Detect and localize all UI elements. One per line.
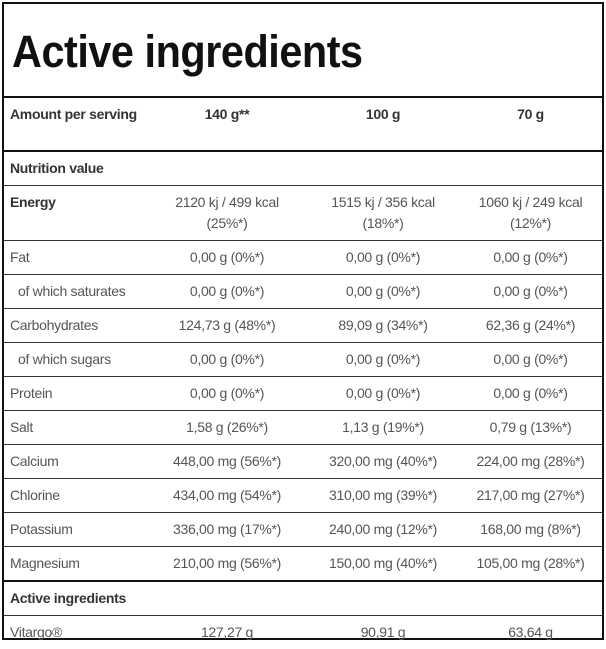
row-value: 0,00 g (0%*)	[147, 377, 307, 411]
header-label: Amount per serving	[4, 97, 147, 151]
row-value: 0,00 g (0%*)	[147, 241, 307, 275]
row-value: 0,00 g (0%*)	[147, 343, 307, 377]
row-label: of which sugars	[4, 343, 147, 377]
row-value: 240,00 mg (12%*)	[307, 513, 459, 547]
row-value: 168,00 mg (8%*)	[459, 513, 602, 547]
row-value: 0,00 g (0%*)	[459, 241, 602, 275]
row-value: 1515 kj / 356 kcal (18%*)	[307, 186, 459, 241]
header-col-1: 140 g**	[147, 97, 307, 151]
row-value: 1,58 g (26%*)	[147, 411, 307, 445]
row-value: 0,79 g (13%*)	[459, 411, 602, 445]
header-col-2: 100 g	[307, 97, 459, 151]
row-value: 0,00 g (0%*)	[459, 343, 602, 377]
row-value: 320,00 mg (40%*)	[307, 445, 459, 479]
row-value: 89,09 g (34%*)	[307, 309, 459, 343]
row-value: 124,73 g (48%*)	[147, 309, 307, 343]
row-label: of which saturates	[4, 275, 147, 309]
row-label: Protein	[4, 377, 147, 411]
row-label: Salt	[4, 411, 147, 445]
row-value: 62,36 g (24%*)	[459, 309, 602, 343]
section-title: Active ingredients	[4, 581, 602, 616]
row-value: 90,91 g	[307, 616, 459, 649]
row-label: Energy	[4, 186, 147, 241]
row-value: 0,00 g (0%*)	[307, 343, 459, 377]
row-value: 105,00 mg (28%*)	[459, 547, 602, 582]
row-value: 0,00 g (0%*)	[307, 241, 459, 275]
row-value: 150,00 mg (40%*)	[307, 547, 459, 582]
page-title: Active ingredients	[12, 26, 363, 78]
header-col-3: 70 g	[459, 97, 602, 151]
row-value: 210,00 mg (56%*)	[147, 547, 307, 582]
nutrition-table: Amount per serving 140 g** 100 g 70 g Nu…	[4, 96, 602, 649]
row-value: 0,00 g (0%*)	[307, 275, 459, 309]
row-label: Vitargo®	[4, 616, 147, 649]
row-value: 434,00 mg (54%*)	[147, 479, 307, 513]
row-value: 0,00 g (0%*)	[307, 377, 459, 411]
table-header-row: Amount per serving 140 g** 100 g 70 g	[4, 97, 602, 151]
row-value: 448,00 mg (56%*)	[147, 445, 307, 479]
section-row: Nutrition value	[4, 151, 602, 186]
row-value: 127,27 g	[147, 616, 307, 649]
row-value: 310,00 mg (39%*)	[307, 479, 459, 513]
row-label: Calcium	[4, 445, 147, 479]
row-value: 336,00 mg (17%*)	[147, 513, 307, 547]
row-value: 1,13 g (19%*)	[307, 411, 459, 445]
section-title: Nutrition value	[4, 151, 602, 186]
row-value: 0,00 g (0%*)	[459, 377, 602, 411]
row-label: Chlorine	[4, 479, 147, 513]
row-label: Fat	[4, 241, 147, 275]
row-value: 63,64 g	[459, 616, 602, 649]
row-label: Carbohydrates	[4, 309, 147, 343]
row-value: 0,00 g (0%*)	[459, 275, 602, 309]
row-value: 2120 kj / 499 kcal (25%*)	[147, 186, 307, 241]
section-row: Active ingredients	[4, 581, 602, 616]
row-value: 224,00 mg (28%*)	[459, 445, 602, 479]
row-label: Potassium	[4, 513, 147, 547]
row-value: 0,00 g (0%*)	[147, 275, 307, 309]
row-value: 217,00 mg (27%*)	[459, 479, 602, 513]
row-label: Magnesium	[4, 547, 147, 582]
ingredients-panel: Active ingredients Amount per serving 14…	[2, 2, 604, 640]
row-value: 1060 kj / 249 kcal (12%*)	[459, 186, 602, 241]
